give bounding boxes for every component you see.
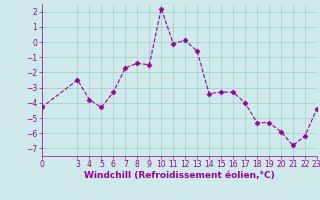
X-axis label: Windchill (Refroidissement éolien,°C): Windchill (Refroidissement éolien,°C) [84,171,275,180]
